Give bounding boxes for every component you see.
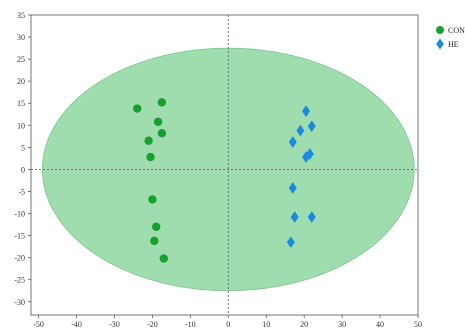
data-point [288, 136, 297, 148]
x-tick-label: -10 [185, 320, 196, 329]
x-tick-label: 20 [300, 320, 308, 329]
data-point [305, 148, 314, 160]
legend-swatch [436, 38, 444, 50]
y-tick-label: 5 [21, 143, 25, 152]
data-point [290, 211, 299, 223]
plot-area: -50 -40 -30 -20 -10 0 10 20 30 40 50-30-25-20-15-1… [14, 11, 422, 329]
data-point [296, 124, 305, 137]
series-con [133, 98, 168, 263]
y-tick-label: -10 [14, 210, 25, 219]
data-point [159, 254, 168, 263]
x-tick-label: 50 [414, 320, 422, 329]
x-tick-label: 10 [262, 320, 270, 329]
data-point [157, 129, 167, 138]
x-tick-label: 30 [338, 320, 346, 329]
x-tick-label: -20 [147, 320, 158, 329]
y-tick-label: 15 [17, 99, 25, 108]
data-point [307, 120, 316, 132]
x-tick-label: -40 [71, 320, 82, 329]
data-point [302, 105, 311, 117]
data-point [150, 236, 159, 246]
y-tick-label: -15 [14, 232, 25, 241]
legend-item-con: CON [436, 26, 465, 35]
y-tick-label: -5 [18, 187, 25, 196]
data-point [133, 104, 142, 113]
y-tick-label: 0 [21, 165, 25, 174]
data-point [153, 117, 163, 126]
data-point [286, 236, 295, 249]
data-point [307, 211, 316, 223]
series-he [286, 105, 316, 249]
data-point [148, 195, 157, 204]
x-tick-label: -50 [33, 320, 44, 329]
y-tick-label: -20 [14, 254, 25, 263]
y-tick-label: 25 [17, 55, 25, 64]
data-point [288, 182, 297, 194]
y-tick-label: 20 [17, 77, 25, 86]
x-tick-label: 40 [376, 320, 384, 329]
x-tick-label: -30 [109, 320, 120, 329]
x-tick-label: 0 [226, 320, 230, 329]
data-point [302, 151, 311, 163]
data-point [146, 152, 155, 162]
legend-swatch [436, 26, 444, 34]
y-tick-label: -25 [14, 276, 25, 285]
y-tick-label: 35 [17, 11, 25, 20]
y-tick-label: 30 [17, 33, 25, 42]
legend-label: HE [448, 40, 459, 49]
legend: CON HE [436, 26, 465, 50]
legend-label: CON [448, 26, 465, 35]
data-point [157, 98, 167, 107]
legend-item-he: HE [436, 38, 459, 50]
y-tick-label: -30 [14, 298, 25, 307]
y-tick-label: 10 [17, 121, 25, 130]
data-point [144, 136, 153, 145]
data-point [152, 222, 161, 231]
